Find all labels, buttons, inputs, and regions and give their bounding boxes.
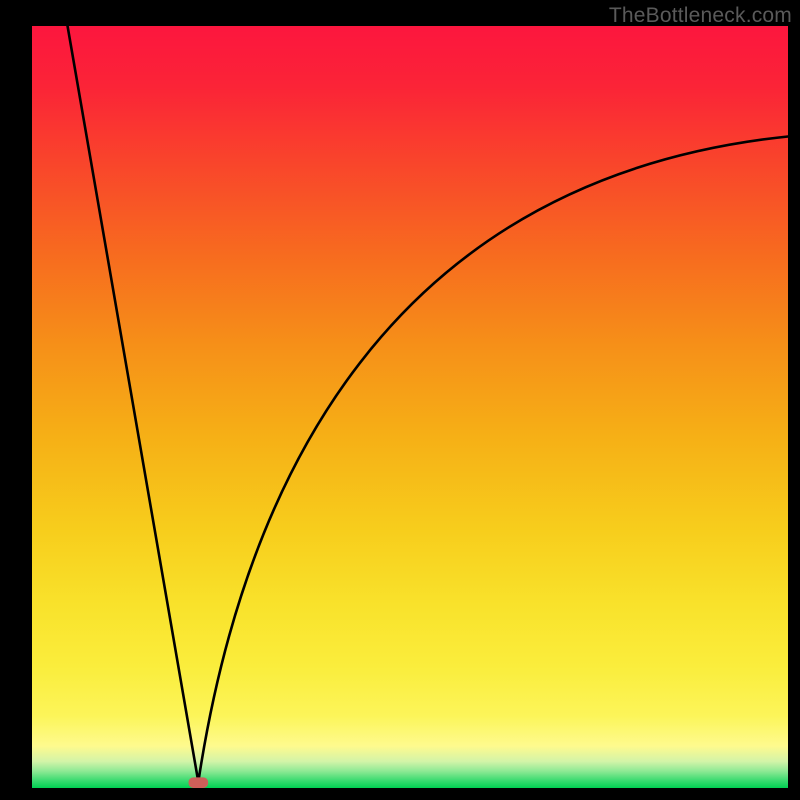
bottleneck-chart [0, 0, 800, 800]
optimal-marker [188, 777, 208, 788]
chart-container: TheBottleneck.com [0, 0, 800, 800]
plot-background [32, 26, 788, 788]
watermark-text: TheBottleneck.com [609, 4, 792, 28]
